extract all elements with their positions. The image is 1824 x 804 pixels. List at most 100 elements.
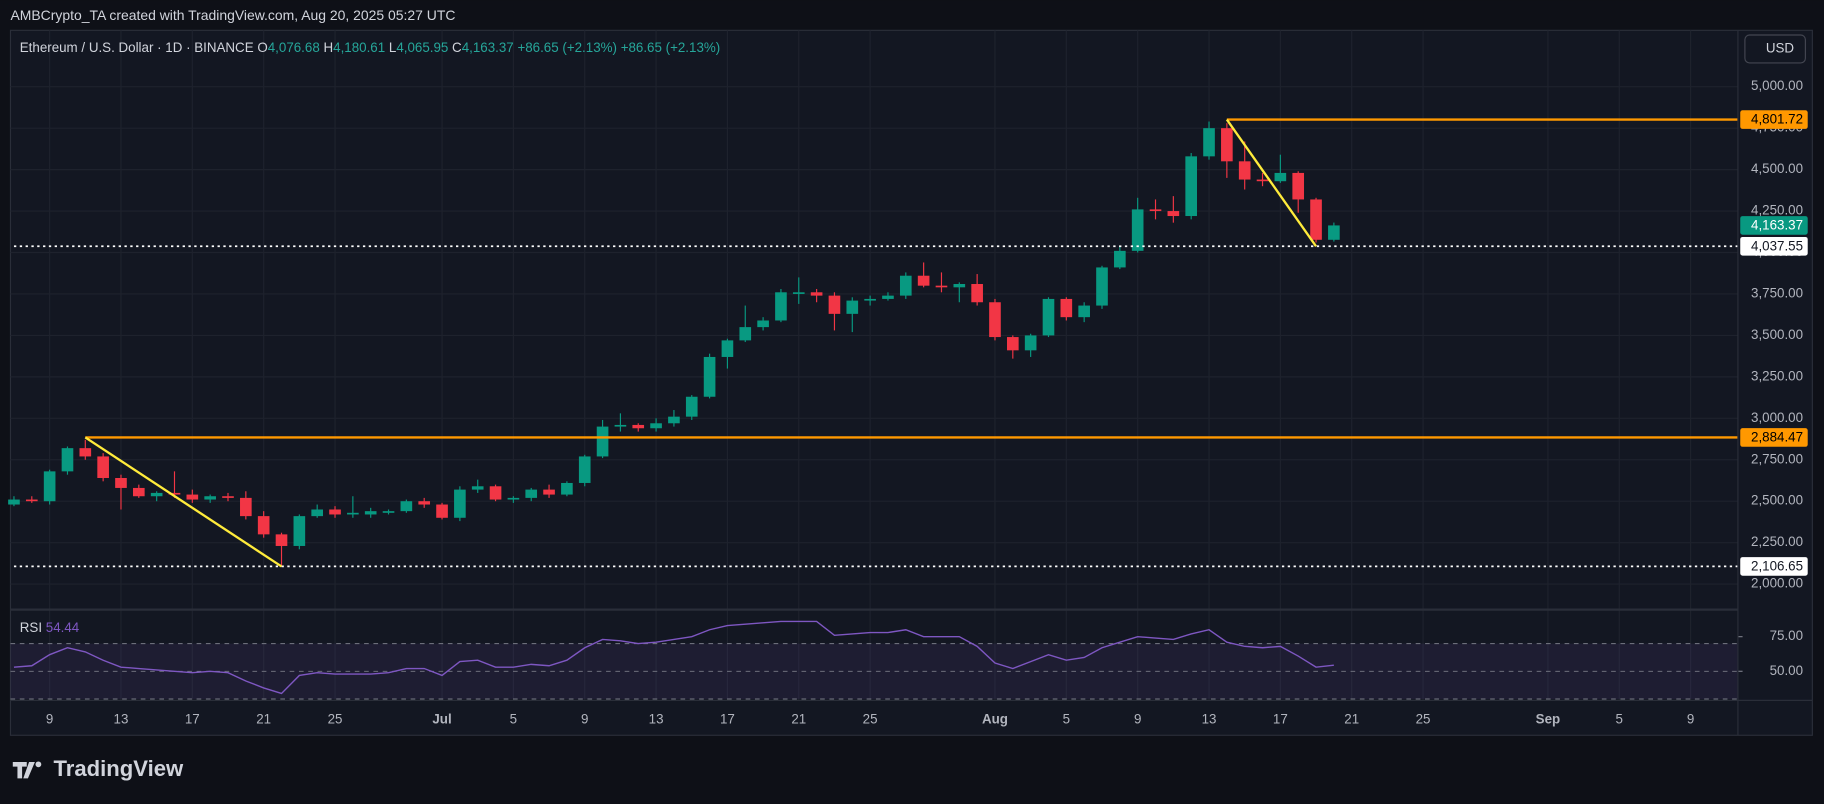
l-label: L xyxy=(389,39,396,54)
candle-body xyxy=(25,499,38,502)
candle-body xyxy=(917,275,930,286)
x-tick-label: 9 xyxy=(46,712,53,727)
logo-dot xyxy=(35,761,42,768)
rsi-band xyxy=(10,643,1738,699)
y-tick-label: 3,000.00 xyxy=(1751,410,1803,425)
x-tick-label: 25 xyxy=(863,712,878,727)
rsi-value: 54.44 xyxy=(46,620,80,635)
candle-body xyxy=(757,320,769,328)
candle-body xyxy=(1096,267,1108,306)
candle-body xyxy=(418,501,431,505)
last-price-badge xyxy=(1740,216,1808,235)
y-tick-label: 3,250.00 xyxy=(1751,368,1803,383)
attribution: AMBCrypto_TA created with TradingView.co… xyxy=(10,7,455,23)
candle-body xyxy=(1256,179,1269,182)
candle-body xyxy=(240,497,252,517)
candle-body xyxy=(61,448,74,472)
h-value: 4,180.61 xyxy=(333,39,385,54)
candle-body xyxy=(1131,209,1144,251)
x-tick-label: Aug xyxy=(982,712,1008,727)
candle-body xyxy=(275,534,288,546)
rsi-label: RSI xyxy=(20,620,42,635)
candle-body xyxy=(293,516,306,546)
candle-body xyxy=(43,471,56,502)
y-tick-label: 2,500.00 xyxy=(1751,493,1803,508)
x-tick-label: 21 xyxy=(791,712,806,727)
candle-body xyxy=(614,424,627,427)
x-tick-label: 17 xyxy=(720,712,735,727)
x-tick-label: 9 xyxy=(1134,712,1141,727)
x-tick-label: 21 xyxy=(256,712,271,727)
candle-body xyxy=(471,486,484,490)
x-tick-label: Sep xyxy=(1536,712,1561,727)
x-tick-label: 13 xyxy=(649,712,664,727)
y-tick-label: 3,500.00 xyxy=(1751,327,1803,342)
level-label: 2,884.47 xyxy=(1751,430,1803,445)
candle-body xyxy=(632,424,645,429)
change: +86.65 (+2.13%) xyxy=(621,39,721,54)
candle-body xyxy=(1149,209,1162,212)
candle-body xyxy=(1007,337,1019,351)
candle-body xyxy=(133,487,145,497)
x-tick-label: 25 xyxy=(328,712,343,727)
change: +86.65 (+2.13%) xyxy=(517,39,617,54)
brand-name: TradingView xyxy=(54,756,185,781)
level-label: 4,037.55 xyxy=(1751,238,1803,253)
x-tick-label: 9 xyxy=(581,712,588,727)
x-tick-label: 13 xyxy=(1202,712,1217,727)
candle-body xyxy=(1114,250,1126,268)
x-tick-label: 9 xyxy=(1687,712,1694,727)
y-tick-label: 4,500.00 xyxy=(1751,161,1803,176)
candle-body xyxy=(543,489,555,495)
logo-icon xyxy=(12,762,35,779)
candle-body xyxy=(828,295,841,314)
candle-body xyxy=(935,285,948,288)
rsi-tick-label: 50.00 xyxy=(1770,663,1803,678)
candle-body xyxy=(1167,211,1180,217)
level-label: 4,801.72 xyxy=(1751,112,1803,127)
candle-body xyxy=(685,396,698,417)
y-tick-label: 5,000.00 xyxy=(1751,78,1803,93)
candle-body xyxy=(989,302,1001,338)
candle-body xyxy=(882,295,894,299)
y-tick-label: 2,250.00 xyxy=(1751,534,1803,549)
candle-body xyxy=(1203,128,1215,157)
candle-body xyxy=(578,456,591,483)
candle-body xyxy=(739,327,752,341)
candle-body xyxy=(1060,298,1073,318)
candle-body xyxy=(1292,172,1305,200)
candle-body xyxy=(347,512,359,515)
x-tick-label: 5 xyxy=(1616,712,1623,727)
candle-body xyxy=(846,300,859,314)
y-tick-label: 2,750.00 xyxy=(1751,451,1803,466)
currency-button[interactable] xyxy=(1744,34,1806,64)
rsi-line xyxy=(13,620,1334,695)
candle-body xyxy=(8,499,20,505)
o-value: 4,076.68 xyxy=(268,39,320,54)
candle-body xyxy=(668,416,680,424)
candle-body xyxy=(329,509,341,515)
candle-body xyxy=(1221,128,1233,162)
candle-body xyxy=(971,284,983,303)
trendline xyxy=(1225,118,1317,247)
x-tick-label: 17 xyxy=(1273,712,1288,727)
candle-body xyxy=(561,482,573,495)
level-badge xyxy=(1740,236,1808,256)
candle-body xyxy=(507,497,520,500)
currency-label[interactable]: USD xyxy=(1766,40,1795,55)
candle-body xyxy=(311,509,323,517)
candle-body xyxy=(79,448,92,457)
candle-body xyxy=(1078,305,1090,318)
candle-body xyxy=(775,292,787,321)
x-tick-label: 5 xyxy=(1063,712,1070,727)
candle-body xyxy=(1238,161,1251,180)
candle-body xyxy=(650,423,662,429)
last-price-label: 4,163.37 xyxy=(1751,218,1803,233)
x-tick-label: 5 xyxy=(510,712,517,727)
chart-pane xyxy=(9,29,1813,736)
y-tick-label: 4,250.00 xyxy=(1751,203,1803,218)
candle-body xyxy=(204,496,216,500)
candle-body xyxy=(1024,335,1037,351)
trendline xyxy=(84,436,283,568)
